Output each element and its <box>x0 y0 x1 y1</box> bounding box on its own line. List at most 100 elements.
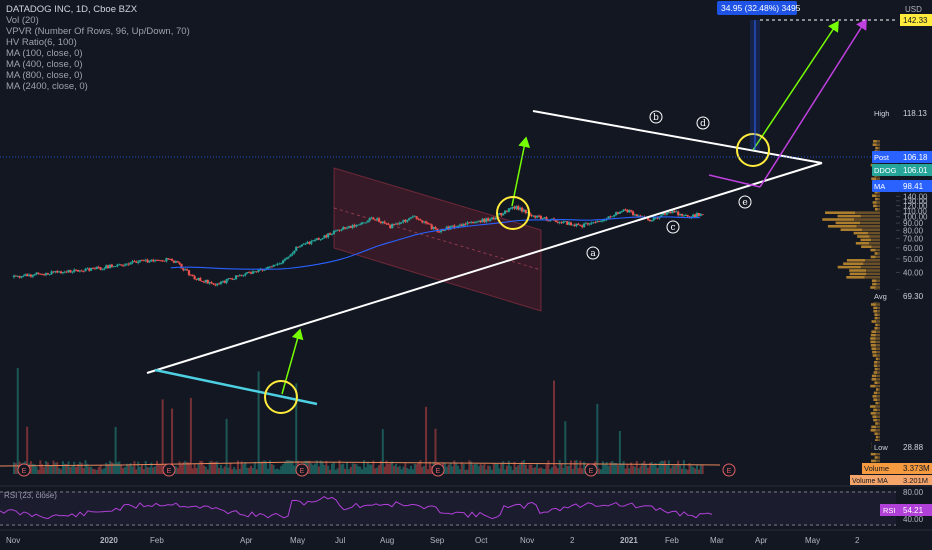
volume-ma-tag-value-bg <box>900 475 932 485</box>
volume-bar <box>581 468 584 474</box>
candle-body <box>99 267 102 270</box>
candle-body <box>39 273 42 275</box>
candle-body <box>161 260 164 262</box>
candle-body <box>613 214 616 217</box>
candle-body <box>285 257 288 260</box>
candle-body <box>502 213 505 216</box>
volume-bar <box>327 465 330 474</box>
candle-body <box>598 221 601 223</box>
candle-body <box>251 271 255 274</box>
candle-body <box>191 274 194 277</box>
candle-body <box>120 264 123 266</box>
candle-body <box>216 283 219 286</box>
candle-body <box>176 261 179 263</box>
candle-body <box>466 222 469 225</box>
candle-body <box>308 241 311 244</box>
candle-body <box>599 221 603 222</box>
volume-bar <box>65 464 68 474</box>
vp-bar-down <box>877 361 880 364</box>
price-tag-label: Low <box>874 443 888 452</box>
candle-body <box>635 214 638 217</box>
candle-body <box>97 266 100 268</box>
volume-bar <box>44 461 47 474</box>
candle-body <box>238 275 241 277</box>
vp-bar-down <box>876 204 880 208</box>
candle-body <box>340 229 343 231</box>
vp-bar-down <box>871 238 880 242</box>
volume-bar <box>466 469 469 474</box>
rsi-tick-40: 40.00 <box>903 515 924 524</box>
price-tag-label: High <box>874 109 889 118</box>
volume-bar <box>400 469 403 474</box>
volume-bar <box>404 462 407 474</box>
vp-bar-down <box>863 262 880 265</box>
vp-bar-down <box>876 354 880 357</box>
price-tag-ma: MA 98.41 <box>872 180 932 192</box>
vp-bar-up <box>871 347 877 350</box>
vp-bar-up <box>871 279 877 282</box>
candle-body <box>206 279 209 284</box>
volume-bar <box>61 461 64 474</box>
candle-body <box>665 212 669 215</box>
candle-body <box>233 279 236 281</box>
breakout-trendline <box>154 368 318 406</box>
volume-bar <box>504 469 507 474</box>
volume-bar <box>225 418 228 474</box>
volume-bar <box>97 467 100 474</box>
candle-body <box>201 280 204 282</box>
volume-bar <box>50 465 53 474</box>
volume-bar <box>31 463 34 474</box>
candle-body <box>302 243 305 245</box>
vp-bar-down <box>875 255 880 259</box>
volume-bar <box>362 460 365 474</box>
candle-body <box>678 213 682 216</box>
candle-body <box>513 206 516 209</box>
volume-bar <box>537 468 540 474</box>
candle-body <box>184 269 187 271</box>
volume-bar <box>197 464 200 474</box>
volume-bar <box>52 460 55 474</box>
volume-bar <box>105 462 108 474</box>
volume-bar <box>154 466 157 474</box>
candle-body <box>537 215 541 217</box>
volume-bar <box>662 460 665 474</box>
volume-bar <box>90 466 93 474</box>
candle-body <box>329 233 332 235</box>
indicator-ma-100: MA (100, close, 0) <box>6 48 83 59</box>
candle-body <box>483 218 486 222</box>
volume-bar <box>603 463 606 474</box>
candle-body <box>658 217 661 219</box>
candle-body <box>144 259 147 261</box>
volume-bar <box>457 465 460 474</box>
price-tag-value: 28.88 <box>903 443 924 452</box>
candle-body <box>622 209 625 212</box>
candle-body <box>577 223 580 225</box>
candle-body <box>37 272 40 274</box>
candle-body <box>54 271 57 273</box>
volume-bar <box>485 469 488 474</box>
vp-bar-down <box>855 211 880 214</box>
volume-bar <box>620 463 623 474</box>
vp-bar-up <box>870 337 876 340</box>
volume-bar <box>39 460 42 474</box>
candle-body <box>317 238 320 240</box>
candle-body <box>71 271 74 273</box>
vp-bar-down <box>875 384 880 388</box>
candle-body <box>686 215 689 217</box>
candle-body <box>123 264 127 266</box>
volume-bar <box>344 468 347 474</box>
volume-bar <box>472 464 475 474</box>
candle-body <box>195 279 198 281</box>
candle-body <box>615 212 618 215</box>
candle-body <box>701 214 704 216</box>
candle-body <box>566 221 569 225</box>
volume-bar <box>553 380 556 474</box>
volume-bar <box>445 466 448 474</box>
volume-bar <box>505 465 508 474</box>
candle-body <box>505 210 509 212</box>
volume-bar <box>398 465 401 474</box>
volume-bar <box>573 460 576 474</box>
candle-body <box>234 275 238 280</box>
earnings-marker-label: E <box>167 468 172 475</box>
